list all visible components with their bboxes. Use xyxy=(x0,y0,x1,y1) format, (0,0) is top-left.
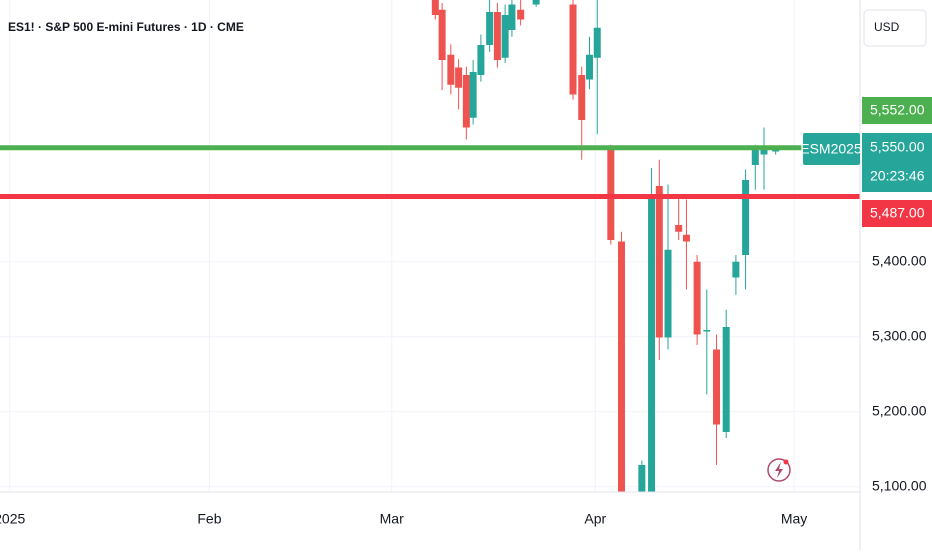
y-tick-label: 5,100.00 xyxy=(872,477,927,493)
y-tick-label: 5,300.00 xyxy=(872,327,927,343)
candle-body xyxy=(493,12,501,60)
candle-body xyxy=(462,75,470,128)
candle-body xyxy=(617,241,625,492)
candle-body xyxy=(751,150,759,165)
symbol-label-box xyxy=(803,133,860,165)
last-price-label: 5,550.00 xyxy=(870,139,925,155)
candle-body xyxy=(760,147,768,155)
countdown-label: 20:23:46 xyxy=(870,168,925,184)
last-price-box xyxy=(862,133,932,192)
candle-body xyxy=(469,72,477,118)
flash-dot xyxy=(783,459,789,465)
candle-body xyxy=(501,15,509,58)
candle-body xyxy=(682,234,690,242)
candle-body xyxy=(732,261,740,278)
currency-label: USD xyxy=(874,20,900,34)
x-tick-label: 2025 xyxy=(0,511,25,527)
candle-body xyxy=(532,0,540,5)
candle-body xyxy=(517,9,525,20)
x-tick-label: Mar xyxy=(380,511,404,527)
candle-body xyxy=(585,54,593,80)
y-tick-label: 5,400.00 xyxy=(872,252,927,268)
candle-body xyxy=(438,9,446,60)
flash-icon[interactable] xyxy=(767,458,791,482)
candle-body xyxy=(703,330,711,332)
candle-body xyxy=(593,27,601,58)
candle-body xyxy=(664,249,672,338)
candle-body xyxy=(447,54,455,85)
price-labels: 5,552.00 5,487.00 ESM2025 5,550.00 20:23:46 xyxy=(800,97,932,227)
price-line-label: 5,487.00 xyxy=(870,205,925,221)
currency-button[interactable] xyxy=(863,9,927,47)
candle-body xyxy=(508,4,516,30)
x-tick-label: Apr xyxy=(584,511,606,527)
candle-body xyxy=(713,349,721,425)
candle-body xyxy=(648,195,656,492)
flash-circle xyxy=(767,458,791,482)
candle-body xyxy=(693,261,701,335)
candle-body xyxy=(655,186,663,338)
candle-body xyxy=(477,45,485,75)
candle-body xyxy=(675,225,683,232)
flash-bolt xyxy=(775,462,783,478)
candle-body xyxy=(722,327,730,432)
grid xyxy=(0,0,860,492)
chart-title: ES1! · S&P 500 E-mini Futures · 1D · CME xyxy=(8,20,244,34)
candle-body xyxy=(742,180,750,255)
candle-body xyxy=(431,0,439,15)
price-line-label-box xyxy=(862,97,932,124)
plot-area xyxy=(0,0,860,492)
x-tick-label: Feb xyxy=(197,511,221,527)
price-line-label-box xyxy=(862,200,932,227)
candle-body xyxy=(486,12,494,45)
candle-body xyxy=(569,4,577,95)
x-tick-label: May xyxy=(781,511,807,527)
candle-body xyxy=(455,67,463,88)
symbol-label: ESM2025 xyxy=(800,141,862,157)
candle-body xyxy=(578,75,586,120)
price-line-label: 5,552.00 xyxy=(870,102,925,118)
y-tick-label: 5,200.00 xyxy=(872,402,927,418)
candle-body xyxy=(638,465,646,492)
